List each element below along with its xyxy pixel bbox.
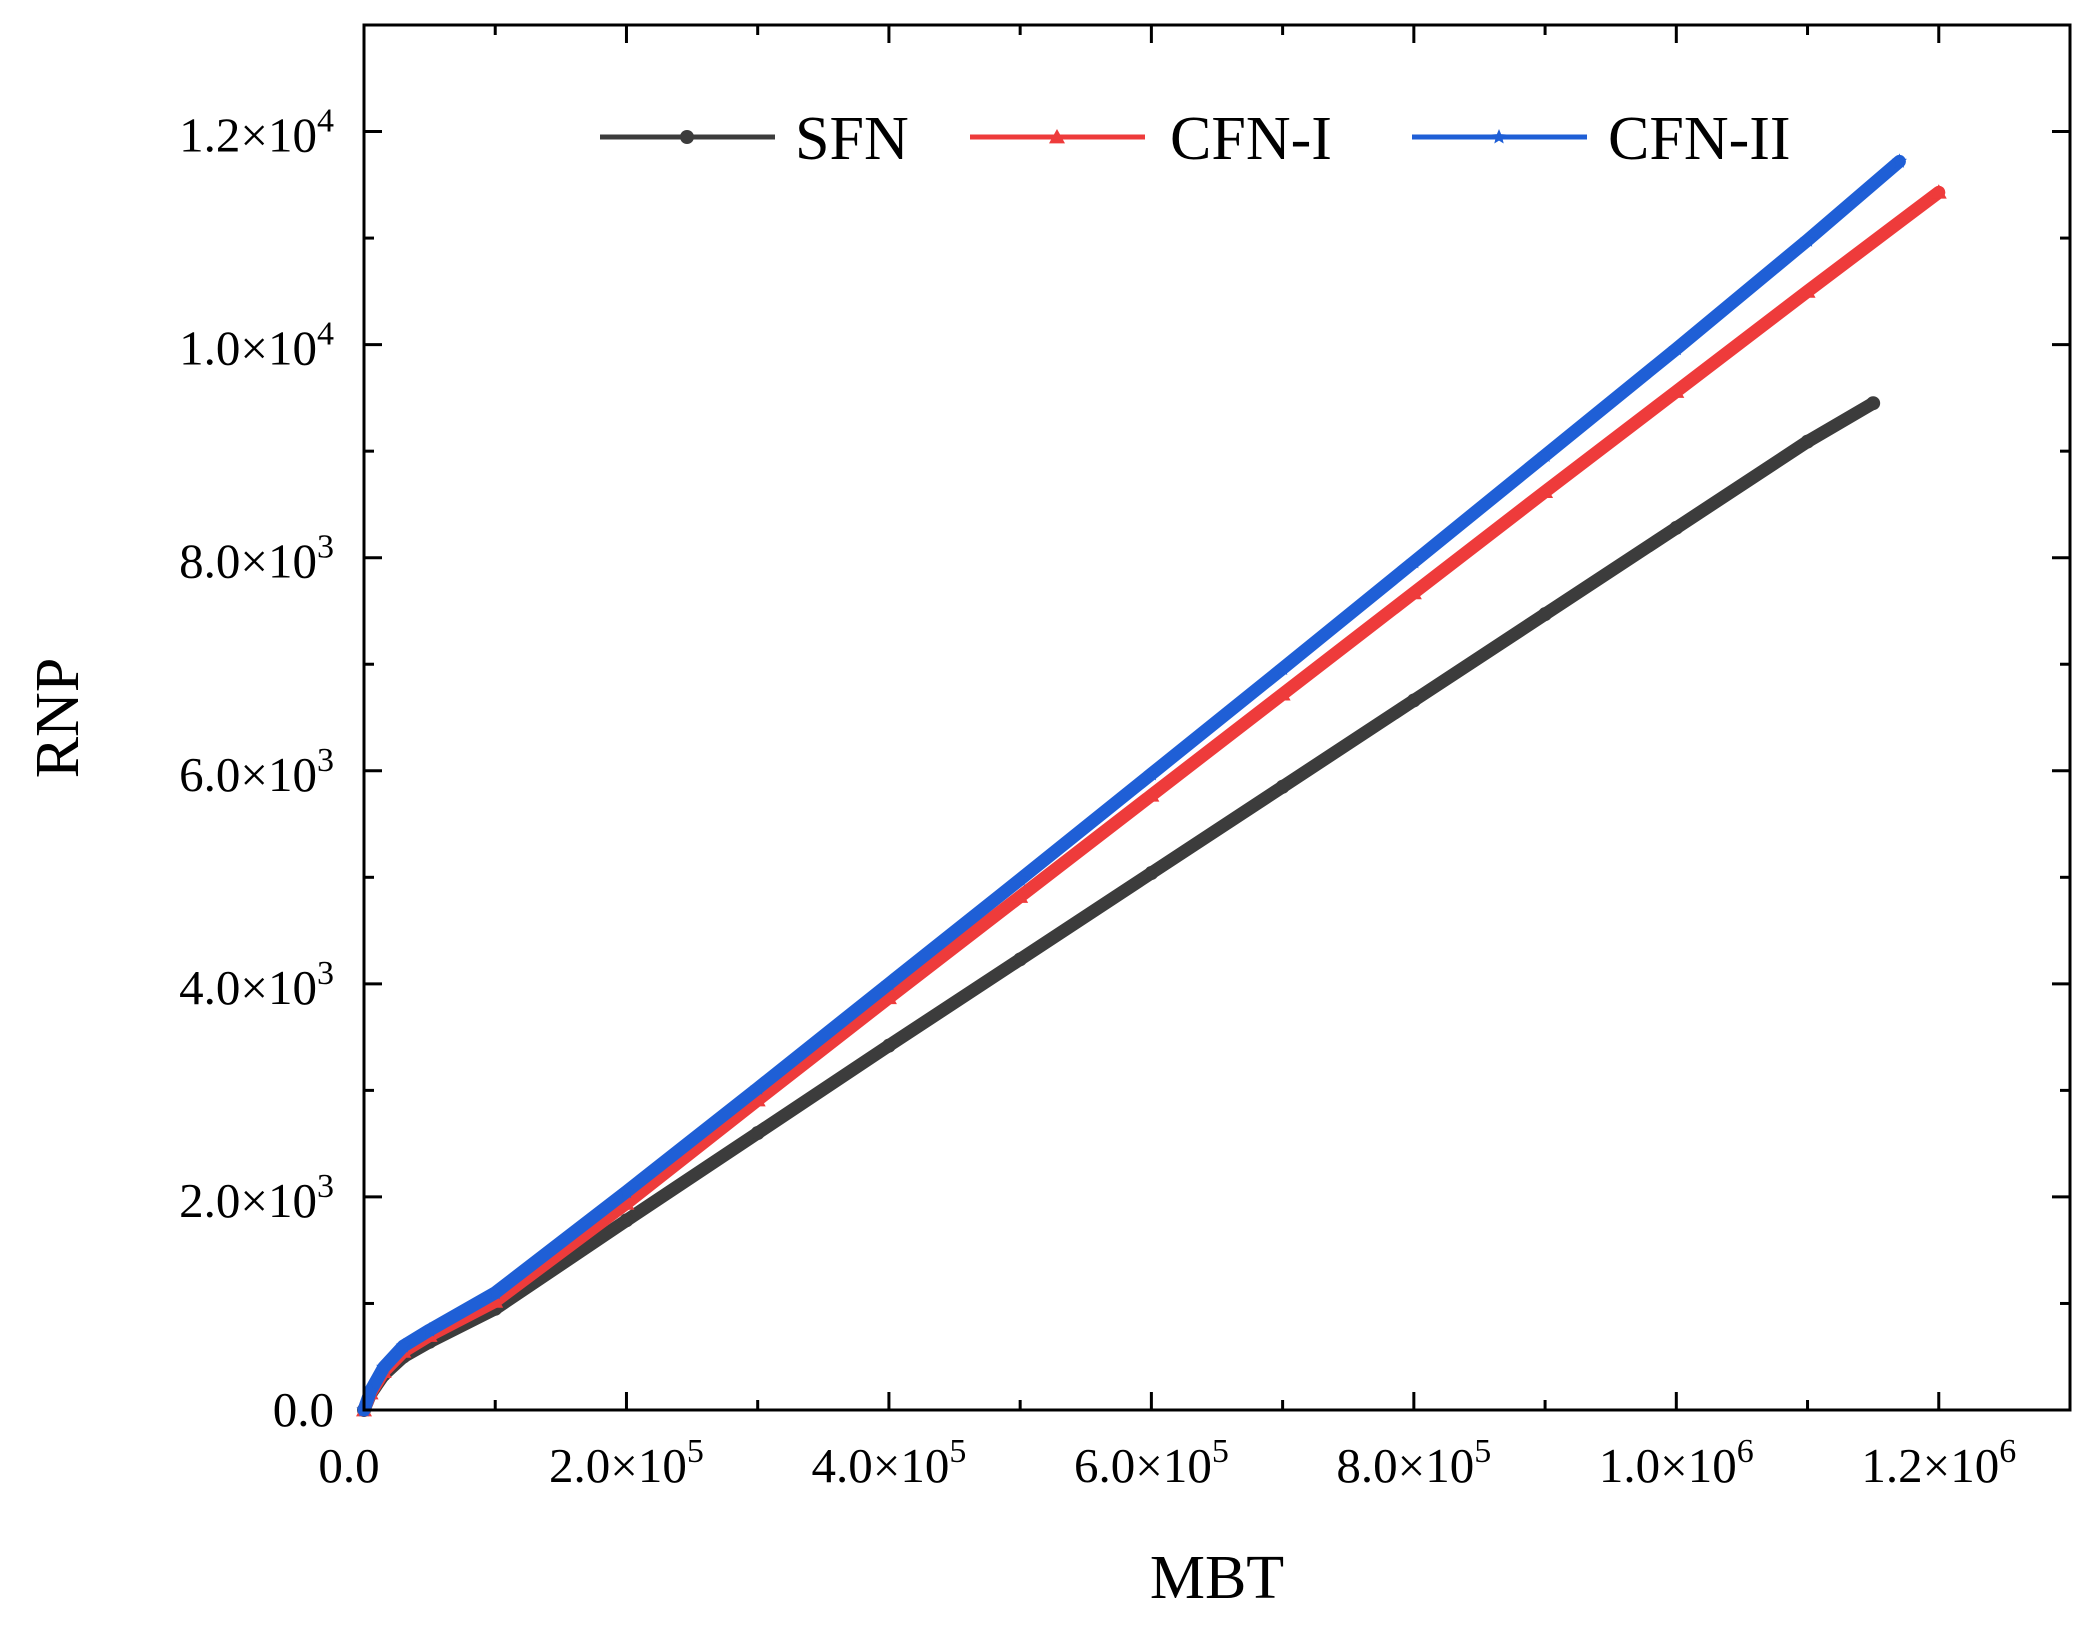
plot-frame [362,23,2072,1412]
data-point [1669,520,1684,535]
data-point [1013,952,1028,967]
data-point [619,1213,634,1228]
data-point [1143,787,1160,802]
data-point [618,1195,635,1210]
x-tick-label: 2.0×105 [549,1433,704,1493]
legend-item-cfn-ii: CFN-II [1412,105,1791,173]
legend-item-cfn-i: CFN-I [970,105,1332,173]
y-tick-label: 6.0×103 [179,742,334,802]
data-point [487,1293,504,1308]
data-point [1144,866,1159,881]
data-point [422,1322,438,1337]
data-point [1275,660,1291,675]
data-point [1537,447,1553,462]
legend-label: CFN-II [1608,105,1791,173]
data-point [1800,434,1815,449]
legend-label: CFN-I [1170,105,1332,173]
legend-marker [680,130,694,144]
data-point [750,1126,765,1140]
data-point [395,1338,411,1353]
data-point [376,1359,392,1374]
data-point [487,1284,503,1300]
x-tick-label: 8.0×105 [1336,1433,1491,1493]
y-tick-label: 4.0×103 [179,955,334,1015]
data-point [1275,779,1290,794]
data-point [1866,396,1881,411]
x-tick-label: 1.0×106 [1599,1433,1754,1493]
data-point [363,1382,379,1398]
data-point [880,989,897,1005]
series-layer [356,153,1947,1417]
x-axis-title: MBT [1150,1544,1284,1612]
data-point [750,1080,766,1095]
y-tick-label: 1.2×104 [179,103,334,163]
x-tick-label: 0.0 [318,1438,379,1493]
y-axis-title: RNP [24,658,92,779]
data-point [618,1183,635,1199]
data-point [1930,184,1947,199]
series-cfn-ii [356,153,1907,1417]
y-tick-label: 2.0×103 [179,1168,334,1228]
legend-marker [1049,129,1065,144]
data-point [1799,283,1816,298]
y-tick-label: 1.0×104 [179,316,334,376]
data-point [881,1038,896,1053]
legend: SFN CFN-I CFN-II [600,105,1791,173]
data-point [1537,483,1554,499]
data-point [1012,888,1029,903]
data-point [1143,766,1159,781]
legend-item-sfn: SFN [600,105,909,173]
data-point [1406,554,1422,569]
tick-label-layer: 0.0 2.0×105 4.0×105 6.0×105 8.0×105 1.0×106 1.… [179,103,2016,1493]
y-tick-label: 8.0×103 [179,529,334,589]
data-point [1012,871,1028,886]
legend-marker [1491,129,1507,144]
data-point [1668,383,1685,398]
x-tick-label: 6.0×105 [1074,1433,1229,1493]
data-point [1538,607,1553,622]
tick-layer [362,23,2072,1412]
data-point [1406,693,1421,708]
data-point [1274,686,1291,701]
x-tick-label: 4.0×105 [811,1433,966,1493]
data-point [1799,232,1816,247]
data-point [881,975,897,991]
data-point [749,1091,766,1107]
data-point [1668,340,1684,356]
y-tick-label: 0.0 [273,1382,334,1437]
legend-label: SFN [795,105,909,173]
data-point [1891,153,1907,168]
x-tick-label: 1.2×106 [1861,1433,2016,1493]
data-point [1405,584,1422,600]
